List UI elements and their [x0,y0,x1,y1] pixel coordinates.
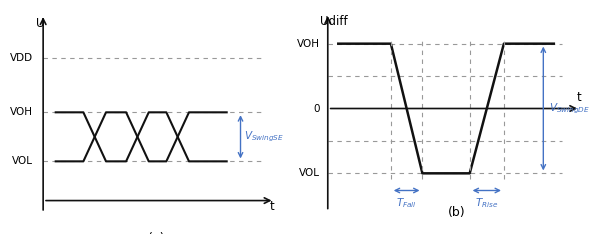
Text: VOL: VOL [12,156,33,166]
Text: VOH: VOH [10,107,33,117]
Text: VDD: VDD [10,53,33,63]
Text: t: t [577,91,581,104]
Text: VOL: VOL [299,168,320,178]
Text: (b): (b) [448,206,466,219]
Text: $V_{SwingSE}$: $V_{SwingSE}$ [244,130,284,144]
Text: t: t [269,200,274,213]
Text: $T_{Rise}$: $T_{Rise}$ [475,196,499,210]
Text: $V_{SwingDE}$: $V_{SwingDE}$ [548,101,590,116]
Text: U: U [35,17,44,30]
Text: 0: 0 [313,103,320,113]
Text: VOH: VOH [297,39,320,49]
Text: $T_{Fall}$: $T_{Fall}$ [396,196,417,210]
Text: Udiff: Udiff [320,15,347,28]
Text: (a): (a) [148,232,165,234]
